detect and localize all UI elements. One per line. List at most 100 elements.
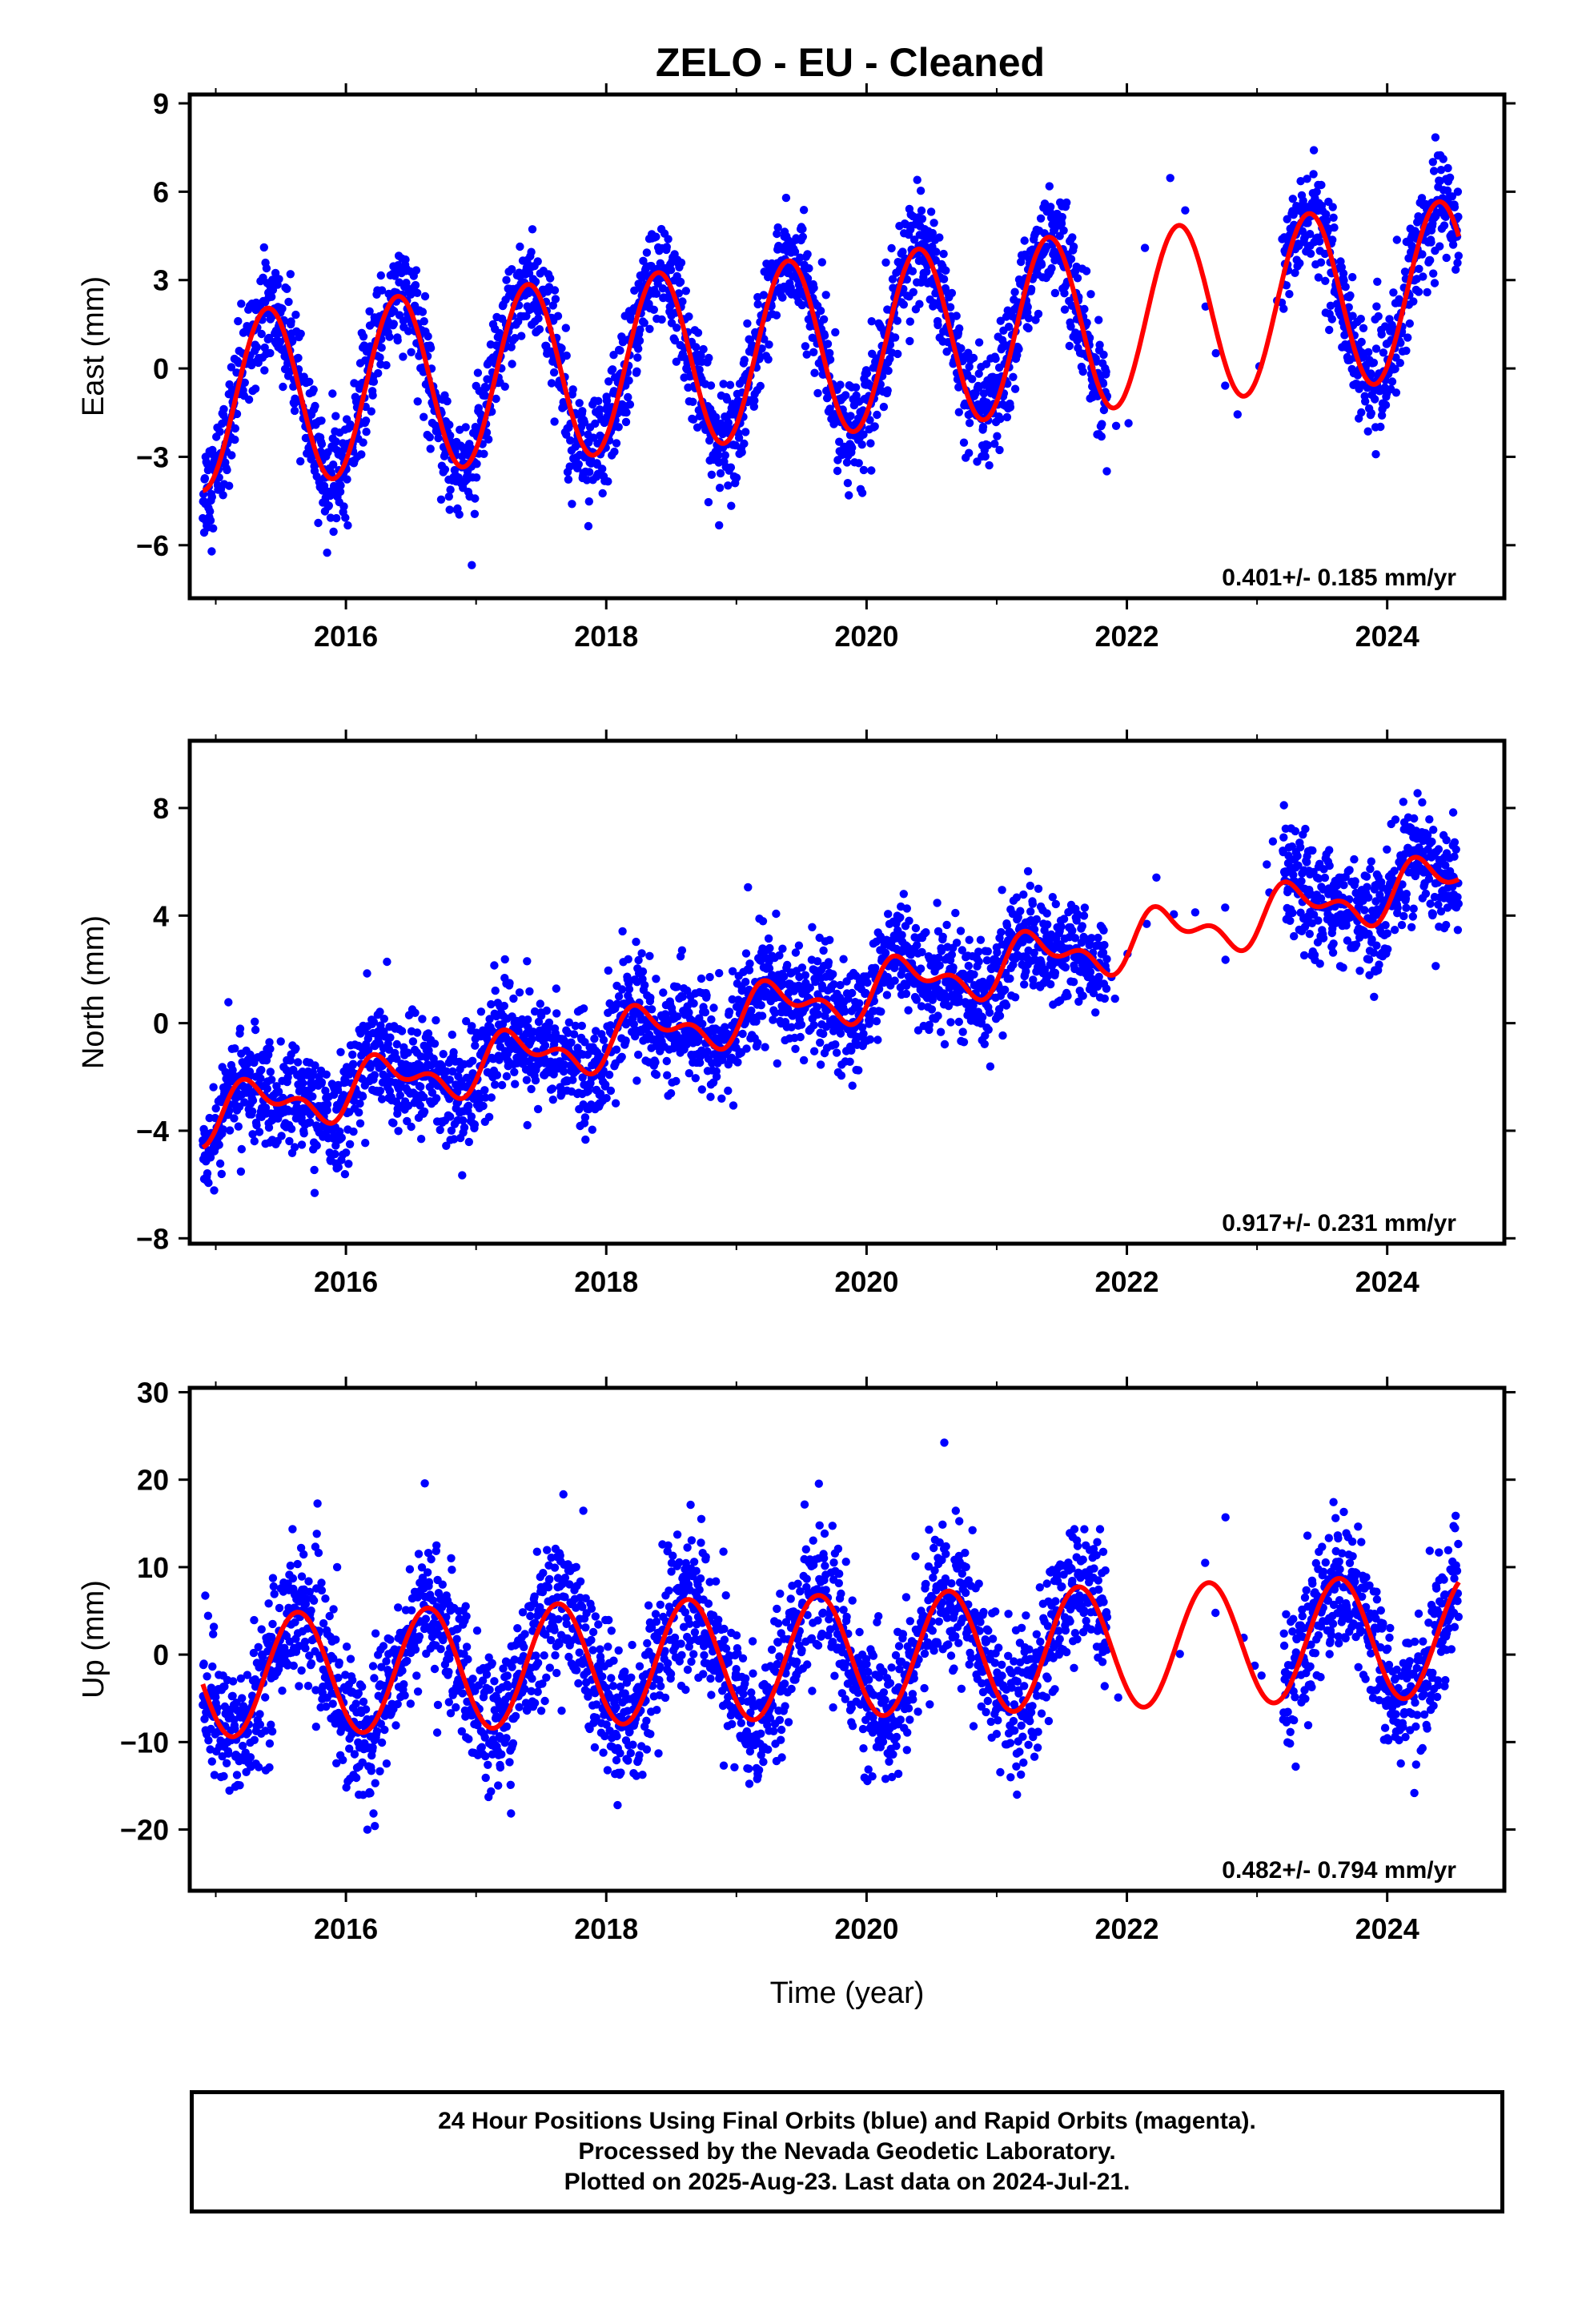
data-point bbox=[266, 1068, 275, 1076]
x-tick-label: 2022 bbox=[1094, 620, 1158, 653]
data-point bbox=[564, 1018, 573, 1027]
data-point bbox=[215, 427, 224, 436]
data-point bbox=[487, 999, 496, 1009]
data-point bbox=[626, 316, 635, 324]
data-point bbox=[1004, 322, 1014, 332]
data-point bbox=[778, 293, 787, 302]
data-point bbox=[479, 1101, 488, 1111]
data-point bbox=[329, 527, 338, 537]
data-point bbox=[935, 233, 944, 242]
data-point bbox=[274, 1088, 283, 1096]
data-point bbox=[594, 396, 603, 405]
data-point bbox=[1061, 963, 1070, 972]
data-point bbox=[610, 447, 619, 456]
data-point bbox=[584, 497, 593, 506]
data-point bbox=[231, 435, 239, 444]
data-point bbox=[634, 955, 643, 965]
data-point bbox=[836, 380, 845, 389]
data-point bbox=[810, 368, 819, 377]
data-point bbox=[1026, 881, 1035, 891]
data-point bbox=[991, 354, 1000, 364]
data-point bbox=[701, 1007, 710, 1017]
data-point bbox=[761, 1043, 769, 1051]
data-point bbox=[1097, 432, 1106, 441]
data-point bbox=[857, 440, 866, 449]
data-point bbox=[1102, 467, 1111, 476]
data-point bbox=[343, 475, 351, 484]
data-point bbox=[227, 451, 236, 460]
data-point bbox=[251, 1025, 260, 1035]
data-point bbox=[1043, 920, 1052, 929]
data-point bbox=[420, 412, 428, 421]
data-point bbox=[803, 250, 812, 259]
data-point bbox=[251, 384, 260, 393]
data-point bbox=[524, 1015, 532, 1024]
data-point bbox=[726, 463, 736, 472]
data-point bbox=[1447, 192, 1457, 201]
data-point bbox=[283, 284, 291, 293]
data-point bbox=[813, 957, 822, 966]
data-point bbox=[715, 521, 724, 530]
data-point bbox=[934, 953, 943, 963]
data-point bbox=[829, 970, 837, 979]
data-point bbox=[1268, 837, 1278, 846]
data-point bbox=[673, 983, 681, 991]
data-point bbox=[507, 343, 516, 352]
data-point bbox=[740, 356, 749, 364]
data-point bbox=[599, 1035, 608, 1044]
data-point bbox=[905, 317, 915, 326]
data-point bbox=[568, 500, 576, 509]
data-point bbox=[1020, 236, 1029, 245]
data-point bbox=[677, 946, 687, 955]
data-point bbox=[743, 319, 752, 328]
data-point bbox=[237, 1144, 246, 1154]
data-point bbox=[473, 368, 483, 377]
data-point bbox=[370, 1071, 379, 1080]
data-point bbox=[965, 419, 974, 428]
data-point bbox=[1414, 287, 1423, 296]
data-point bbox=[471, 494, 480, 503]
data-point bbox=[546, 274, 555, 283]
data-point bbox=[310, 1165, 319, 1175]
data-point bbox=[797, 963, 807, 972]
data-point bbox=[916, 187, 926, 195]
data-point bbox=[210, 1186, 219, 1195]
data-point bbox=[277, 1132, 286, 1140]
data-point bbox=[1453, 187, 1463, 196]
data-point bbox=[681, 287, 690, 296]
data-point bbox=[1391, 364, 1399, 373]
data-point bbox=[1371, 395, 1379, 404]
data-point bbox=[322, 1070, 331, 1080]
data-point bbox=[552, 1009, 561, 1018]
data-point bbox=[783, 960, 792, 970]
data-point bbox=[359, 438, 367, 447]
data-point bbox=[288, 336, 297, 344]
data-point bbox=[1102, 984, 1111, 993]
data-point bbox=[947, 950, 957, 959]
data-point bbox=[629, 1019, 638, 1029]
east-points bbox=[199, 133, 1464, 569]
data-point bbox=[857, 1023, 867, 1032]
data-point bbox=[224, 998, 233, 1007]
data-point bbox=[1233, 410, 1243, 419]
data-point bbox=[1074, 997, 1083, 1007]
data-point bbox=[873, 410, 881, 420]
data-point bbox=[420, 317, 428, 326]
data-point bbox=[374, 368, 383, 378]
data-point bbox=[285, 1136, 294, 1146]
data-point bbox=[707, 1015, 716, 1024]
data-point bbox=[294, 353, 303, 363]
data-point bbox=[673, 1012, 682, 1021]
data-point bbox=[666, 265, 676, 275]
data-point bbox=[1026, 907, 1035, 916]
data-point bbox=[724, 481, 733, 490]
data-point bbox=[621, 1036, 630, 1045]
data-point bbox=[510, 1068, 519, 1077]
y-tick-label: 3 bbox=[153, 264, 169, 297]
data-point bbox=[1002, 921, 1012, 931]
data-point bbox=[401, 255, 410, 264]
data-point bbox=[257, 1065, 266, 1075]
data-point bbox=[934, 1011, 942, 1020]
x-tick-label: 2016 bbox=[314, 620, 378, 653]
